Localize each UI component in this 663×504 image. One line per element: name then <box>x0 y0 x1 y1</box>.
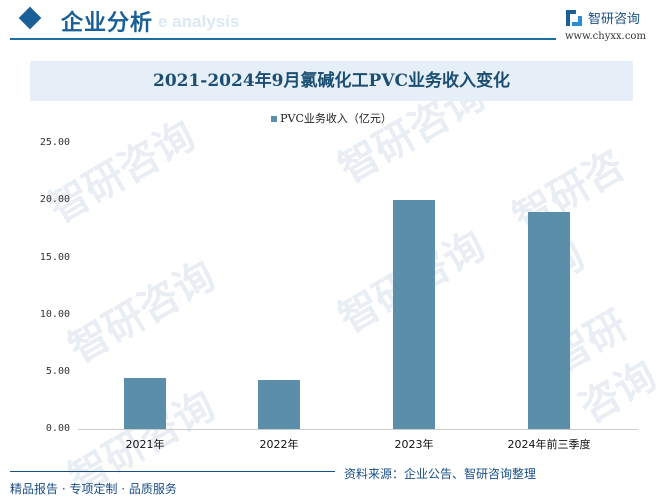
chart-legend: PVC业务收入（亿元） <box>0 110 663 126</box>
logo-url: www.chyxx.com <box>565 31 646 42</box>
bar <box>124 377 166 429</box>
y-tick: 25.00 <box>39 137 70 148</box>
watermark: 智研咨询 <box>505 142 633 292</box>
watermark: 智研咨询 <box>61 252 223 373</box>
x-tick: 2022年 <box>259 438 299 451</box>
header-divider <box>10 38 556 40</box>
x-tick: 2023年 <box>394 438 434 451</box>
brand-logo: 智研咨询 <box>566 8 640 27</box>
source-note: 资料来源：企业公告、智研咨询整理 <box>344 467 537 481</box>
y-tick: 10.00 <box>39 309 70 320</box>
x-tick: 2024年前三季度 <box>507 438 591 451</box>
y-tick: 5.00 <box>45 366 70 377</box>
bar <box>258 380 300 429</box>
diamond-icon <box>18 6 42 30</box>
x-axis-line <box>78 429 638 430</box>
legend-label: PVC业务收入（亿元） <box>280 112 392 125</box>
y-tick: 20.00 <box>39 194 70 205</box>
logo-icon <box>566 9 582 26</box>
header-subtitle: e analysis <box>158 12 240 31</box>
legend-swatch-icon <box>271 116 278 122</box>
chart-title: 2021-2024年9月氯碱化工PVC业务收入变化 <box>152 71 511 91</box>
footer-slogan: 精品报告 · 专项定制 · 品质服务 <box>10 482 177 496</box>
y-tick: 0.00 <box>45 423 70 434</box>
footer-divider <box>10 471 335 472</box>
x-tick: 2021年 <box>125 438 165 451</box>
y-tick: 15.00 <box>39 252 70 263</box>
bar <box>393 200 435 429</box>
page-title: 企业分析 <box>61 10 154 36</box>
chart-title-bar <box>30 61 633 101</box>
logo-text: 智研咨询 <box>588 12 641 27</box>
bar <box>528 211 570 429</box>
